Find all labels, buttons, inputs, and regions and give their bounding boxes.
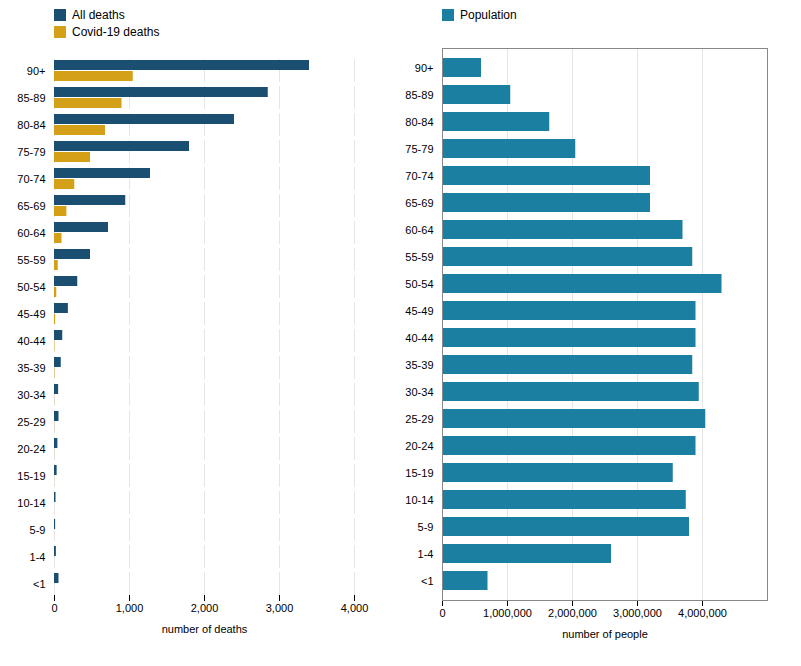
- svg-text:85-89: 85-89: [17, 92, 45, 104]
- svg-text:65-69: 65-69: [405, 197, 433, 209]
- svg-text:1-4: 1-4: [418, 548, 434, 560]
- svg-text:20-24: 20-24: [17, 443, 45, 455]
- svg-text:25-29: 25-29: [405, 413, 433, 425]
- svg-text:1,000,000: 1,000,000: [483, 607, 532, 619]
- svg-text:40-44: 40-44: [405, 332, 433, 344]
- svg-text:4,000: 4,000: [341, 602, 369, 614]
- svg-text:0: 0: [439, 607, 445, 619]
- svg-text:1,000: 1,000: [116, 602, 144, 614]
- svg-text:70-74: 70-74: [405, 170, 433, 182]
- svg-text:40-44: 40-44: [17, 335, 45, 347]
- svg-text:3,000: 3,000: [266, 602, 294, 614]
- svg-text:75-79: 75-79: [17, 146, 45, 158]
- html-text:All deaths: All deaths: [72, 8, 125, 22]
- svg-text:10-14: 10-14: [405, 494, 433, 506]
- svg-text:30-34: 30-34: [405, 386, 433, 398]
- svg-text:0: 0: [51, 602, 57, 614]
- svg-text:3,000,000: 3,000,000: [613, 607, 662, 619]
- svg-text:5-9: 5-9: [418, 521, 434, 533]
- svg-text:20-24: 20-24: [405, 440, 433, 452]
- svg-text:45-49: 45-49: [17, 308, 45, 320]
- svg-text:2,000,000: 2,000,000: [548, 607, 597, 619]
- svg-text:90+: 90+: [27, 65, 46, 77]
- svg-text:90+: 90+: [415, 62, 434, 74]
- svg-text:80-84: 80-84: [17, 119, 45, 131]
- svg-text:70-74: 70-74: [17, 173, 45, 185]
- svg-text:25-29: 25-29: [17, 416, 45, 428]
- svg-text:60-64: 60-64: [405, 224, 433, 236]
- svg-text:75-79: 75-79: [405, 143, 433, 155]
- html-text:Covid-19 deaths: Covid-19 deaths: [72, 25, 160, 39]
- svg-text:number of deaths: number of deaths: [162, 623, 248, 635]
- svg-text:80-84: 80-84: [405, 116, 433, 128]
- svg-text:65-69: 65-69: [17, 200, 45, 212]
- html-text:Population: Population: [460, 8, 517, 22]
- svg-text:35-39: 35-39: [17, 362, 45, 374]
- svg-text:50-54: 50-54: [405, 278, 433, 290]
- svg-text:10-14: 10-14: [17, 497, 45, 509]
- svg-text:4,000,000: 4,000,000: [678, 607, 727, 619]
- svg-text:<1: <1: [33, 578, 46, 590]
- svg-text:45-49: 45-49: [405, 305, 433, 317]
- svg-text:85-89: 85-89: [405, 89, 433, 101]
- svg-text:55-59: 55-59: [405, 251, 433, 263]
- svg-text:15-19: 15-19: [405, 467, 433, 479]
- svg-text:1-4: 1-4: [30, 551, 46, 563]
- svg-text:<1: <1: [421, 575, 434, 587]
- svg-text:number of people: number of people: [562, 628, 648, 640]
- svg-text:15-19: 15-19: [17, 470, 45, 482]
- svg-text:55-59: 55-59: [17, 254, 45, 266]
- svg-text:30-34: 30-34: [17, 389, 45, 401]
- svg-text:2,000: 2,000: [191, 602, 219, 614]
- svg-text:60-64: 60-64: [17, 227, 45, 239]
- svg-text:35-39: 35-39: [405, 359, 433, 371]
- svg-text:5-9: 5-9: [30, 524, 46, 536]
- svg-text:50-54: 50-54: [17, 281, 45, 293]
